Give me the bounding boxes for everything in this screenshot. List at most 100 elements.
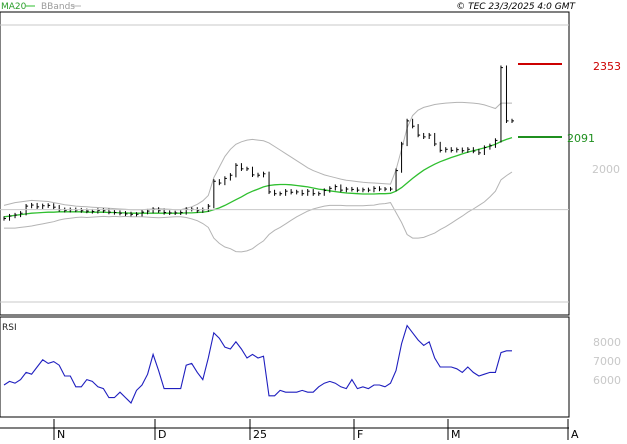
price-bar: [362, 187, 365, 193]
price-bar: [263, 171, 266, 178]
price-bar: [224, 176, 227, 186]
price-bar: [401, 141, 404, 173]
price-bar: [180, 210, 183, 215]
price-bar: [113, 210, 117, 215]
price-bar: [53, 203, 56, 210]
price-bar: [296, 189, 299, 195]
price-bar: [318, 191, 321, 196]
price-bar: [384, 186, 387, 192]
ma-series: [3, 136, 513, 218]
price-bar: [290, 189, 294, 195]
rsi-series: [3, 324, 512, 404]
price-bar: [207, 203, 211, 212]
price-bar: [428, 132, 432, 139]
x-tick-label: F: [357, 428, 363, 440]
rsi-line: [3, 324, 512, 404]
price-bar: [279, 191, 283, 196]
price-bar: [213, 179, 216, 209]
bbands-upper-line: [3, 101, 512, 211]
price-bar: [434, 132, 437, 147]
price-bar: [14, 212, 18, 219]
price-bar: [124, 211, 128, 217]
price-bar: [472, 147, 476, 154]
price-bar: [373, 186, 376, 193]
price-bar: [412, 118, 415, 129]
price-bar: [47, 203, 51, 208]
price-bar: [119, 210, 122, 216]
price-bar: [169, 210, 172, 215]
price-bar: [9, 213, 12, 221]
price-bar: [340, 184, 343, 193]
price-bar: [334, 184, 338, 191]
price-bar: [102, 208, 106, 213]
price-bar: [406, 118, 410, 147]
price-bar: [395, 168, 399, 192]
rsi-axis-label-70: 7000: [593, 355, 621, 368]
price-bar: [274, 189, 277, 196]
price-bar: [285, 189, 288, 196]
price-bars-series: [3, 65, 514, 221]
price-bar: [500, 65, 503, 143]
support-value-label: 2091: [567, 132, 595, 145]
price-bar: [301, 189, 305, 196]
price-bar: [218, 179, 222, 186]
rsi-axis-label-80: 8000: [593, 336, 621, 349]
price-bar: [152, 207, 156, 214]
price-bar: [423, 132, 426, 139]
copyright-label: © TEC 23/3/2025 4:0 GMT: [456, 2, 576, 12]
price-bar: [351, 186, 354, 192]
price-bar: [390, 186, 393, 192]
price-bar: [445, 147, 448, 153]
price-bar: [257, 172, 260, 178]
price-bar: [246, 166, 249, 171]
x-tick-label: A: [571, 428, 579, 440]
x-tick-label: 25: [253, 428, 267, 440]
price-bar: [329, 186, 332, 193]
rsi-panel-frame: [0, 316, 570, 418]
price-bar: [229, 173, 233, 181]
price-bar: [136, 212, 139, 217]
price-bar: [489, 143, 492, 150]
price-bar: [36, 202, 40, 209]
bbands-legend-label: BBands: [41, 2, 75, 12]
price-bar: [251, 166, 255, 177]
price-bar: [235, 163, 238, 178]
x-axis-ticks: N D 25 F M A: [53, 419, 579, 441]
price-bar: [417, 124, 421, 138]
bbands-series: [3, 101, 513, 253]
price-bar: [450, 147, 454, 153]
price-bar: [323, 188, 327, 196]
bbands-lower-line: [4, 171, 513, 253]
price-panel-frame: [0, 11, 570, 316]
price-bar: [174, 210, 178, 215]
x-tick-label: M: [451, 428, 461, 440]
ma-legend-label: MA20: [1, 2, 27, 12]
price-bar: [58, 205, 62, 212]
resistance-value-label: 2353: [593, 60, 621, 73]
price-bar: [494, 138, 498, 148]
price-bar: [130, 211, 133, 217]
price-bar: [31, 202, 34, 209]
price-bar: [345, 186, 349, 193]
price-bar: [312, 189, 316, 196]
price-bar: [240, 163, 244, 171]
price-bar: [307, 189, 310, 196]
x-tick-label: N: [57, 428, 65, 440]
price-bar: [505, 65, 509, 124]
x-tick-label: D: [158, 428, 166, 440]
ma20-line: [3, 136, 513, 218]
price-bar: [461, 147, 465, 153]
rsi-axis-label-60: 6000: [593, 374, 621, 387]
price-bar: [20, 211, 23, 218]
price-bar: [456, 147, 459, 153]
price-bar: [42, 203, 45, 209]
price-bar: [467, 147, 470, 153]
price-bar: [378, 186, 382, 192]
price-bar: [483, 145, 487, 155]
price-bar: [268, 171, 272, 195]
price-axis-label-2000: 2000: [592, 163, 620, 176]
price-bar: [478, 148, 481, 155]
price-bar: [3, 216, 6, 221]
